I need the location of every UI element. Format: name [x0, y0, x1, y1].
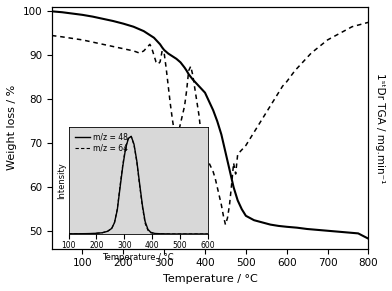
X-axis label: Temperature / °C: Temperature / °C [102, 253, 174, 262]
m/z = 48 [178, 232, 182, 236]
X-axis label: Temperature / °C: Temperature / °C [163, 274, 258, 284]
m/z = 64 [140, 205, 145, 209]
m/z = 64 [115, 207, 120, 211]
m/z = 64 [164, 232, 169, 236]
m/z = 48 [83, 232, 88, 235]
m/z = 64 [112, 221, 117, 224]
m/z = 64 [158, 232, 163, 236]
m/z = 64 [91, 232, 96, 235]
m/z = 48 [66, 232, 71, 235]
m/z = 64 [100, 231, 104, 235]
m/z = 64 [123, 146, 128, 149]
m/z = 64 [178, 232, 182, 236]
m/z = 64 [83, 232, 88, 235]
m/z = 48 [112, 221, 117, 224]
m/z = 64 [148, 231, 153, 235]
m/z = 48 [134, 159, 139, 163]
m/z = 48 [100, 231, 104, 235]
m/z = 64 [74, 232, 79, 235]
m/z = 48 [74, 232, 79, 235]
m/z = 64 [129, 135, 134, 138]
m/z = 48 [123, 146, 128, 150]
m/z = 64 [152, 232, 157, 235]
Y-axis label: 1ˢᵗDr TGA / mg.min⁻¹: 1ˢᵗDr TGA / mg.min⁻¹ [375, 73, 385, 183]
m/z = 64 [126, 136, 131, 139]
Y-axis label: Weight loss / %: Weight loss / % [7, 85, 17, 171]
m/z = 48 [91, 232, 96, 235]
m/z = 64 [137, 184, 142, 187]
m/z = 48 [148, 230, 153, 234]
m/z = 48 [132, 143, 136, 146]
m/z = 48 [126, 136, 131, 140]
m/z = 64 [145, 229, 150, 232]
m/z = 48 [137, 182, 142, 185]
m/z = 48 [140, 203, 145, 207]
m/z = 48 [118, 186, 122, 189]
Line: m/z = 48: m/z = 48 [69, 136, 208, 234]
m/z = 64 [169, 232, 174, 236]
m/z = 64 [118, 184, 122, 187]
m/z = 64 [109, 227, 114, 230]
m/z = 64 [143, 222, 147, 225]
m/z = 48 [158, 232, 163, 235]
Line: m/z = 64: m/z = 64 [69, 136, 208, 234]
m/z = 48 [164, 232, 169, 236]
m/z = 64 [132, 143, 136, 147]
m/z = 64 [192, 232, 196, 236]
m/z = 48 [105, 230, 110, 233]
Legend: m/z = 48, m/z = 64: m/z = 48, m/z = 64 [73, 130, 130, 155]
m/z = 64 [134, 160, 139, 164]
m/z = 48 [169, 232, 174, 236]
m/z = 48 [120, 164, 125, 168]
Y-axis label: Intensity: Intensity [57, 162, 66, 199]
m/z = 48 [109, 227, 114, 230]
m/z = 48 [129, 135, 134, 138]
m/z = 48 [115, 208, 120, 212]
m/z = 64 [205, 232, 210, 236]
m/z = 48 [192, 232, 196, 236]
m/z = 64 [66, 232, 71, 235]
m/z = 48 [152, 232, 157, 235]
m/z = 64 [105, 230, 110, 233]
m/z = 64 [120, 162, 125, 166]
m/z = 48 [145, 228, 150, 231]
m/z = 48 [143, 220, 147, 223]
m/z = 48 [205, 232, 210, 236]
